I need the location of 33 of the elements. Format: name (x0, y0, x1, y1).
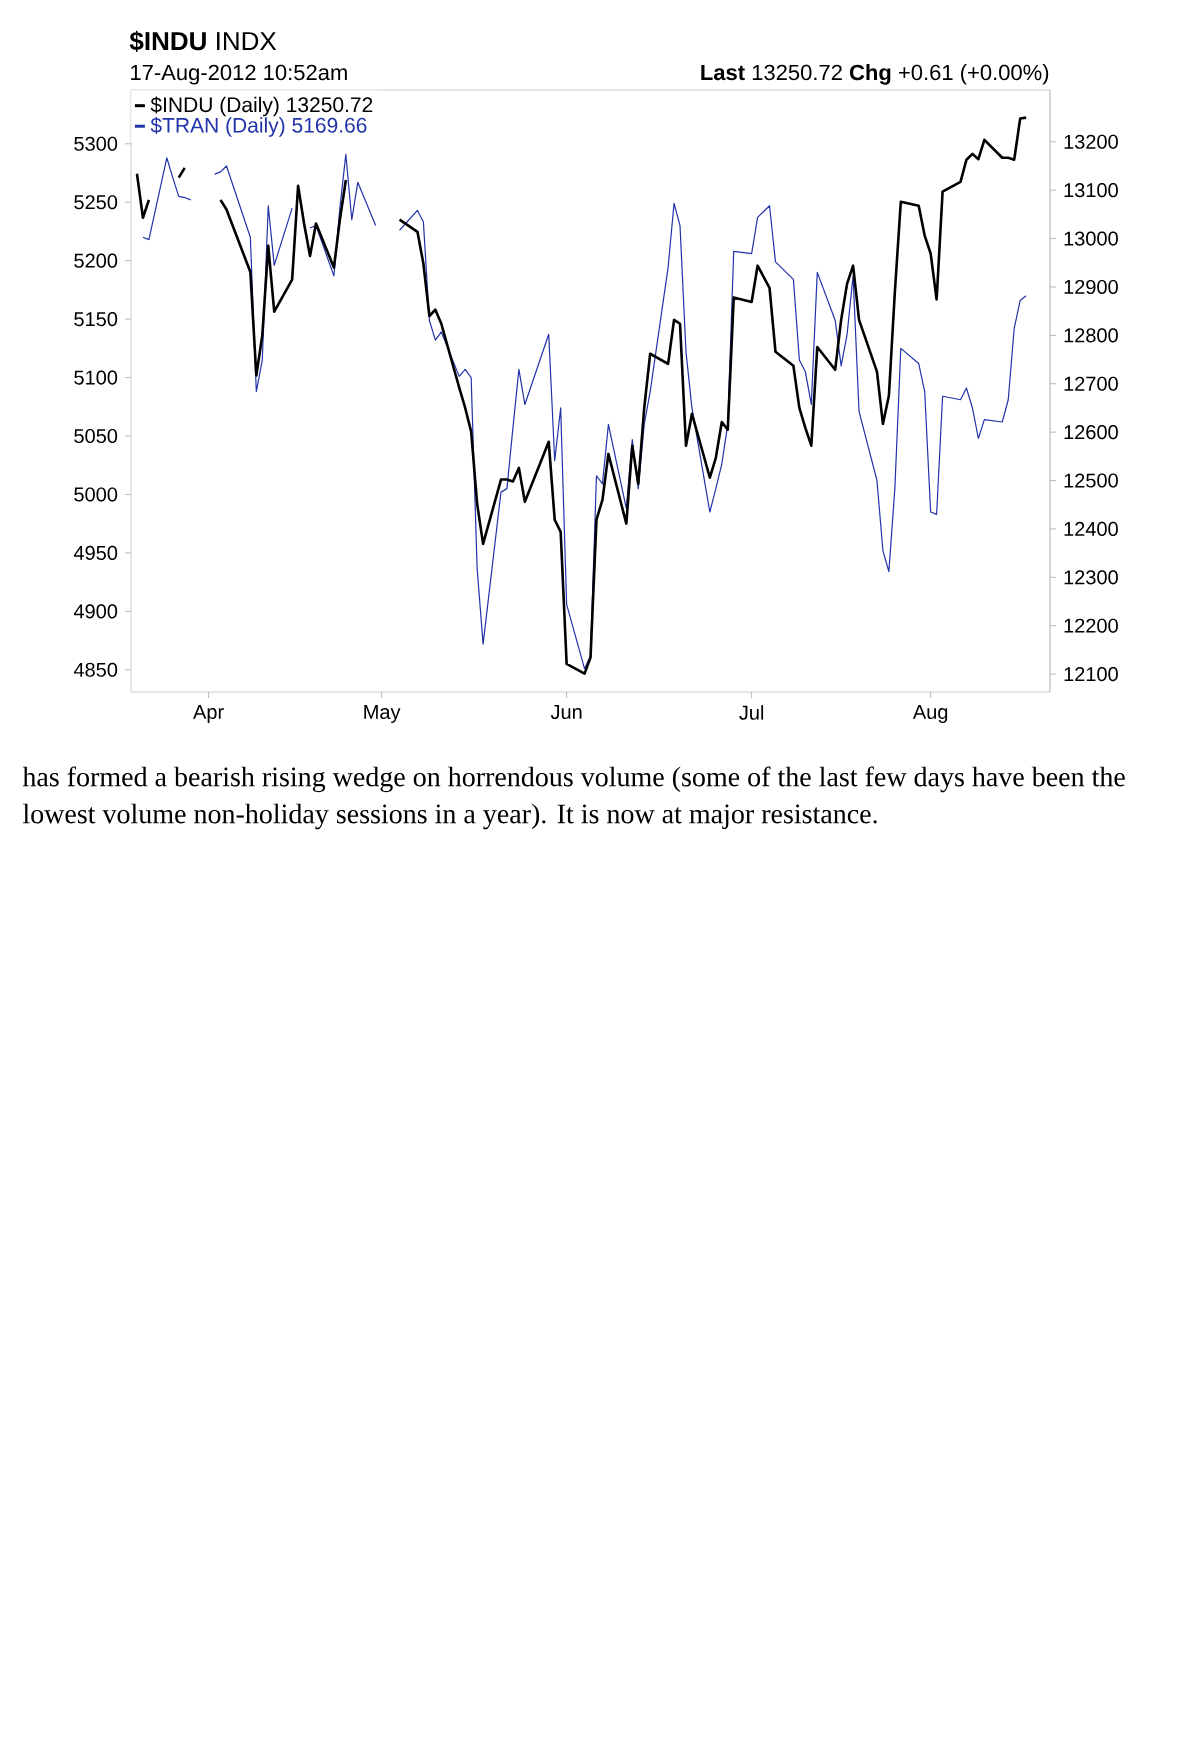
y2-tick-label: 13200 (1064, 134, 1118, 149)
x-tick-label: May (364, 705, 401, 723)
y-tick-label: 5150 (74, 312, 118, 327)
y2-tick-label: 12200 (1064, 618, 1118, 633)
y-tick-label: 4850 (73, 662, 118, 677)
y-tick-label: 5050 (74, 428, 118, 444)
y2-tick-label: 12900 (1064, 279, 1118, 295)
y-tick-label: 5100 (74, 370, 118, 385)
text: Last 13250.72 Chg +0.61 (+0.00%) (701, 64, 1049, 85)
y2-tick-label: 12700 (1064, 376, 1118, 391)
legend-label: $INDU (Daily) 13250.72 (150, 96, 373, 117)
y2-tick-label: 13100 (1064, 183, 1118, 198)
y2-tick-label: 12500 (1064, 473, 1118, 488)
y-tick-label: 5200 (74, 253, 118, 268)
text: has formed a bearish rising wedge on horrendous volume (some of the last few days have been the lowest volume non-holiday sessions in a year). It is now at major resistance. (22, 766, 1125, 830)
x-tick-label: Aug (912, 705, 948, 723)
y-tick-label: 4950 (73, 545, 118, 560)
chart-subtitle: 17-Aug-2012 10:52am (131, 64, 347, 85)
y2-tick-label: 12100 (1064, 667, 1118, 682)
y-tick-label: 5000 (74, 487, 118, 502)
x-tick-label: Apr (193, 705, 224, 723)
x-tick-label: Jun (550, 705, 582, 720)
y2-tick-label: 13000 (1064, 231, 1118, 246)
legend-label: $TRAN (Daily) 5169.66 (150, 116, 367, 137)
y-tick-label: 5250 (74, 195, 118, 210)
y2-tick-label: 12800 (1064, 328, 1118, 343)
chart-title: $INDU INDX (129, 30, 277, 52)
y2-tick-label: 12400 (1064, 521, 1118, 536)
y2-tick-label: 12300 (1064, 570, 1118, 585)
y-tick-label: 4900 (73, 604, 118, 619)
y2-tick-label: 12600 (1064, 425, 1118, 440)
y-tick-label: 5300 (74, 136, 118, 151)
x-tick-label: Jul (739, 705, 764, 720)
